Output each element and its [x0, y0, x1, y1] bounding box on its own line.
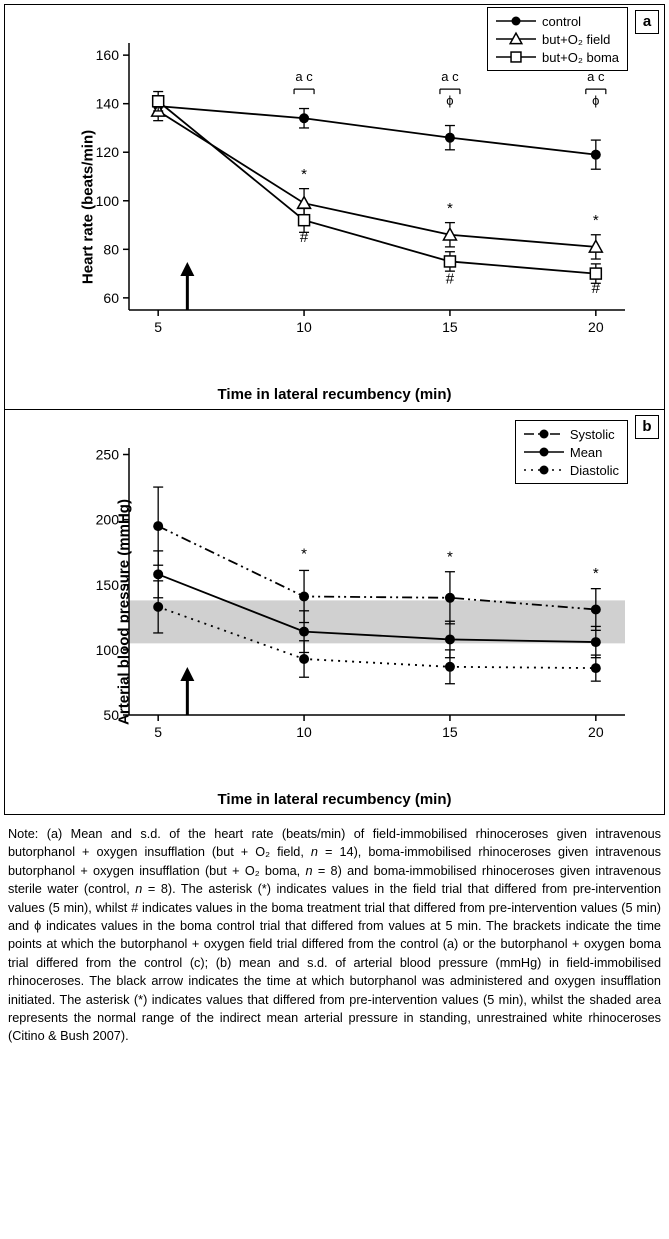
- svg-text:a c: a c: [441, 69, 459, 84]
- panel-a: a Heart rate (beats/min) Time in lateral…: [5, 5, 664, 410]
- svg-text:120: 120: [96, 144, 120, 160]
- svg-text:160: 160: [96, 47, 120, 63]
- panel-label-a: a: [635, 10, 659, 34]
- svg-text:*: *: [447, 548, 453, 565]
- panel-b: b Arterial blood pressure (mmHg) Time in…: [5, 410, 664, 815]
- x-axis-label-a: Time in lateral recumbency (min): [218, 386, 452, 403]
- svg-text:80: 80: [103, 241, 119, 257]
- svg-text:10: 10: [296, 724, 312, 740]
- caption-eq3: = 8). The asterisk (*) indicates values …: [8, 882, 661, 1043]
- svg-text:20: 20: [588, 724, 604, 740]
- svg-text:*: *: [301, 166, 307, 183]
- svg-text:*: *: [593, 212, 599, 229]
- svg-text:a c: a c: [295, 69, 313, 84]
- figure-container: a Heart rate (beats/min) Time in lateral…: [4, 4, 665, 815]
- x-axis-label-b: Time in lateral recumbency (min): [218, 791, 452, 808]
- svg-text:200: 200: [96, 512, 120, 528]
- plot-area-b: 50 100 150 200 250 5 10 15 20 * * *: [87, 438, 637, 753]
- svg-text:150: 150: [96, 577, 120, 593]
- svg-text:*: *: [593, 565, 599, 582]
- plot-area-a: 60 80 100 120 140 160 5 10 15 20 a c a c ϕ a c ϕ * * * # # #: [87, 33, 637, 348]
- caption-n2: n: [305, 864, 312, 878]
- svg-text:ϕ: ϕ: [446, 93, 453, 108]
- figure-caption: Note: (a) Mean and s.d. of the heart rat…: [4, 815, 665, 1046]
- svg-text:60: 60: [103, 290, 119, 306]
- legend-item: control: [496, 12, 619, 30]
- svg-text:15: 15: [442, 319, 458, 335]
- svg-text:#: #: [592, 280, 601, 297]
- svg-text:5: 5: [154, 724, 162, 740]
- svg-text:100: 100: [96, 193, 120, 209]
- svg-text:ϕ: ϕ: [592, 93, 599, 108]
- svg-text:140: 140: [96, 96, 120, 112]
- panel-label-b: b: [635, 415, 659, 439]
- svg-text:50: 50: [103, 707, 119, 723]
- svg-text:*: *: [301, 546, 307, 563]
- svg-text:15: 15: [442, 724, 458, 740]
- svg-text:100: 100: [96, 642, 120, 658]
- svg-text:*: *: [447, 200, 453, 217]
- svg-text:a c: a c: [587, 69, 605, 84]
- svg-text:5: 5: [154, 319, 162, 335]
- svg-text:#: #: [446, 270, 455, 287]
- svg-text:#: #: [300, 229, 309, 246]
- caption-n1: n: [311, 845, 318, 859]
- caption-lead: Note:: [8, 827, 47, 841]
- legend-label: control: [542, 14, 581, 29]
- svg-text:250: 250: [96, 447, 120, 463]
- svg-text:20: 20: [588, 319, 604, 335]
- svg-text:10: 10: [296, 319, 312, 335]
